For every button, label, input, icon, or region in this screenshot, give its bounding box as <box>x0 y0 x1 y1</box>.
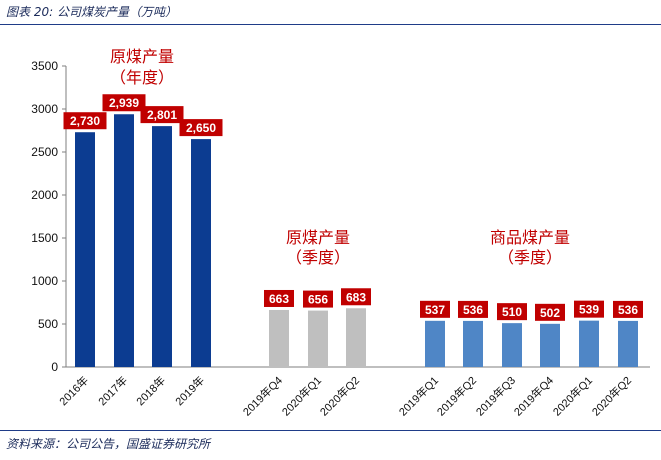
bar[interactable] <box>152 126 172 367</box>
bar[interactable] <box>269 309 289 367</box>
bar[interactable] <box>191 139 211 367</box>
data-label: 683 <box>346 290 366 304</box>
y-tick-label: 1000 <box>31 274 58 288</box>
data-label-box <box>140 106 184 124</box>
y-tick-label: 500 <box>38 317 58 331</box>
x-category-label: 2020年Q2 <box>317 373 362 418</box>
x-category-label: 2019年Q1 <box>396 373 441 418</box>
x-category-label: 2016年 <box>56 373 91 408</box>
bar[interactable] <box>114 114 134 367</box>
data-label-box <box>102 94 146 112</box>
data-label: 537 <box>425 303 445 317</box>
data-label: 2,939 <box>109 96 139 110</box>
data-label: 2,650 <box>186 121 216 135</box>
x-category-label: 2019年Q3 <box>473 373 518 418</box>
data-label-box <box>303 290 333 308</box>
data-label: 663 <box>269 292 289 306</box>
group-annotation: 原煤产量 <box>110 47 174 66</box>
bar[interactable] <box>463 320 483 367</box>
x-category-label: 2019年 <box>172 373 207 408</box>
y-tick-label: 1500 <box>31 231 58 245</box>
data-label-box <box>179 119 223 137</box>
data-label: 502 <box>540 306 560 320</box>
data-label-box <box>264 289 294 307</box>
x-category-label: 2020年Q1 <box>550 373 595 418</box>
x-category-label: 2019年Q4 <box>240 373 285 418</box>
y-tick-label: 3500 <box>31 59 58 73</box>
top-rule <box>0 24 661 25</box>
bar[interactable] <box>425 320 445 367</box>
group-annotation: 原煤产量 <box>286 228 350 247</box>
data-label: 2,730 <box>70 114 100 128</box>
x-category-label: 2017年 <box>95 373 130 408</box>
data-label: 656 <box>308 293 328 307</box>
data-label-box <box>497 303 527 321</box>
data-label: 510 <box>502 305 522 319</box>
data-label-box <box>420 300 450 318</box>
bar[interactable] <box>618 320 638 367</box>
data-label: 536 <box>618 303 638 317</box>
bottom-rule <box>0 430 661 431</box>
data-label-box <box>613 300 643 318</box>
y-tick-label: 0 <box>51 360 58 374</box>
figure-caption: 图表 20: 公司煤炭产量（万吨） <box>6 5 177 19</box>
data-label-box <box>574 300 604 318</box>
bar[interactable] <box>540 323 560 367</box>
data-label-box <box>458 300 488 318</box>
data-label: 536 <box>463 303 483 317</box>
bar[interactable] <box>579 320 599 367</box>
data-label: 539 <box>579 303 599 317</box>
group-annotation: 商品煤产量 <box>490 228 570 247</box>
bar[interactable] <box>75 132 95 367</box>
data-label-box <box>535 303 565 321</box>
coal-output-chart: 0 500 1000 1500 2000 2500 3000 3500 2,730 2016年 2,… <box>31 47 650 419</box>
bar[interactable] <box>308 310 328 367</box>
bar[interactable] <box>346 308 366 367</box>
y-tick-label: 2500 <box>31 145 58 159</box>
data-label-box <box>63 112 107 130</box>
data-label: 2,801 <box>147 108 177 122</box>
y-tick-label: 3000 <box>31 102 58 116</box>
x-category-label: 2020年Q2 <box>589 373 634 418</box>
bar[interactable] <box>502 323 522 367</box>
x-category-label: 2020年Q1 <box>279 373 324 418</box>
source-note: 资料来源：公司公告，国盛证券研究所 <box>6 437 211 451</box>
x-category-label: 2018年 <box>133 373 168 408</box>
group-annotation: （季度） <box>498 248 562 267</box>
group-annotation: （年度） <box>110 68 174 87</box>
x-category-label: 2019年Q4 <box>511 373 556 418</box>
group-annotation: （季度） <box>286 248 350 267</box>
y-tick-label: 2000 <box>31 188 58 202</box>
data-label-box <box>341 288 371 306</box>
x-category-label: 2019年Q2 <box>434 373 479 418</box>
